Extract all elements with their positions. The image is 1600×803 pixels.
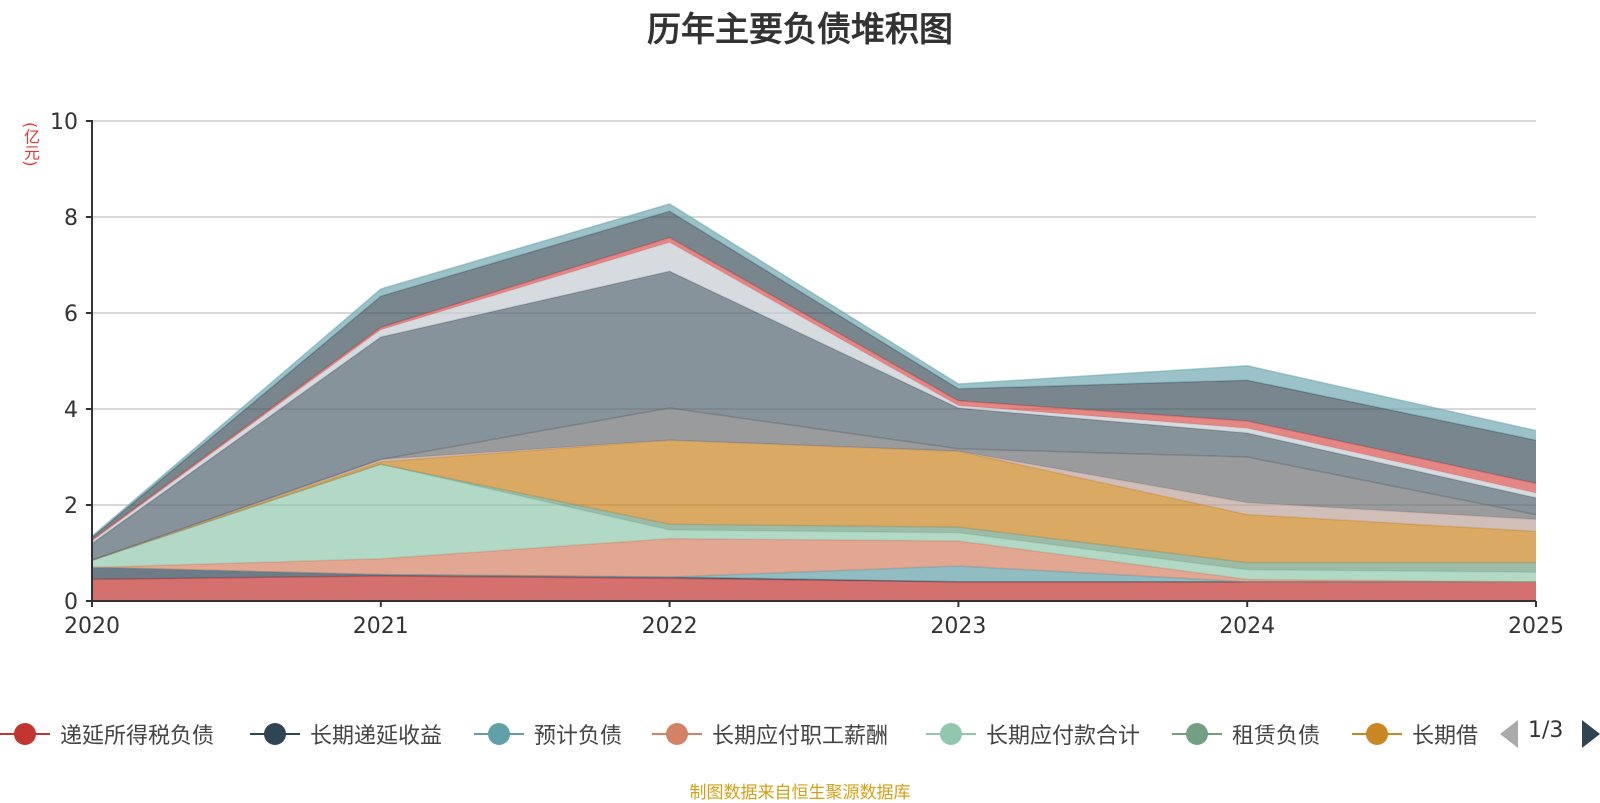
legend-marker-dot [488,723,510,745]
y-axis-unit-label: (亿元) [21,122,40,167]
area-series-8 [92,408,1536,561]
area-series-12 [92,211,1536,540]
legend-marker-dot [940,723,962,745]
legend-marker-dot [264,723,286,745]
legend-page-indicator: 1/3 [1528,718,1564,743]
legend-marker-icon [250,716,300,752]
legend-marker-icon [0,716,50,752]
area-series-10 [92,242,1536,544]
legend-marker-dot [14,723,36,745]
legend-label: 长期应付款合计 [986,724,1141,749]
y-tick-label-5: 10 [50,110,78,135]
legend-pager: 1/3 [1500,716,1600,752]
y-tick-label-3: 6 [64,302,78,327]
y-tick-label-2: 4 [64,398,78,423]
legend-label: 递延所得税负债 [60,724,215,749]
legend: 递延所得税负债 长期递延收益 预计负债 长期应付职工薪酬 长期应付款合计 租赁负债 长期借 [0,716,1490,752]
legend-marker-icon [652,716,702,752]
legend-label: 长期递延收益 [310,724,443,749]
legend-next-icon[interactable] [1582,720,1600,748]
area-series-2 [92,566,1536,582]
legend-item[interactable]: 长期借 [1352,716,1478,752]
area-series-3 [92,538,1536,582]
area-series-9 [92,271,1536,561]
axes: 0 2 4 6 8 10 2020 2021 2022 2023 2024 2025 [50,110,1564,639]
legend-label: 长期应付职工薪酬 [712,724,889,749]
x-tick-label-5: 2025 [1508,614,1564,639]
x-tick-label-4: 2024 [1219,614,1275,639]
data-source-note: 制图数据来自恒生聚源数据库 [689,783,911,803]
x-tick-label-0: 2020 [64,614,120,639]
legend-marker-dot [666,723,688,745]
legend-marker-dot [1366,723,1388,745]
legend-item[interactable]: 长期应付款合计 [926,716,1140,752]
area-line-13 [91,203,1537,537]
legend-marker-icon [926,716,976,752]
stacked-areas [91,203,1537,601]
legend-label: 长期借 [1412,724,1479,749]
legend-label: 预计负债 [534,724,623,749]
y-tick-label-4: 8 [64,206,78,231]
legend-item[interactable]: 递延所得税负债 [0,716,214,752]
area-series-13 [92,204,1536,538]
area-series-4 [92,464,1536,582]
legend-marker-icon [1352,716,1402,752]
legend-item[interactable]: 租赁负债 [1172,716,1320,752]
legend-label: 租赁负债 [1232,724,1321,749]
legend-marker-icon [474,716,524,752]
area-series-6 [92,440,1536,563]
chart-title: 历年主要负债堆积图 [647,10,953,50]
legend-marker-dot [1186,723,1208,745]
x-tick-label-2: 2022 [642,614,698,639]
legend-item[interactable]: 长期应付职工薪酬 [652,716,888,752]
legend-marker-icon [1172,716,1222,752]
x-tick-label-1: 2021 [353,614,409,639]
y-tick-label-0: 0 [64,590,78,615]
y-tick-label-1: 2 [64,494,78,519]
legend-item[interactable]: 预计负债 [474,716,622,752]
legend-prev-icon[interactable] [1500,720,1518,748]
x-tick-label-3: 2023 [930,614,986,639]
legend-item[interactable]: 长期递延收益 [250,716,442,752]
